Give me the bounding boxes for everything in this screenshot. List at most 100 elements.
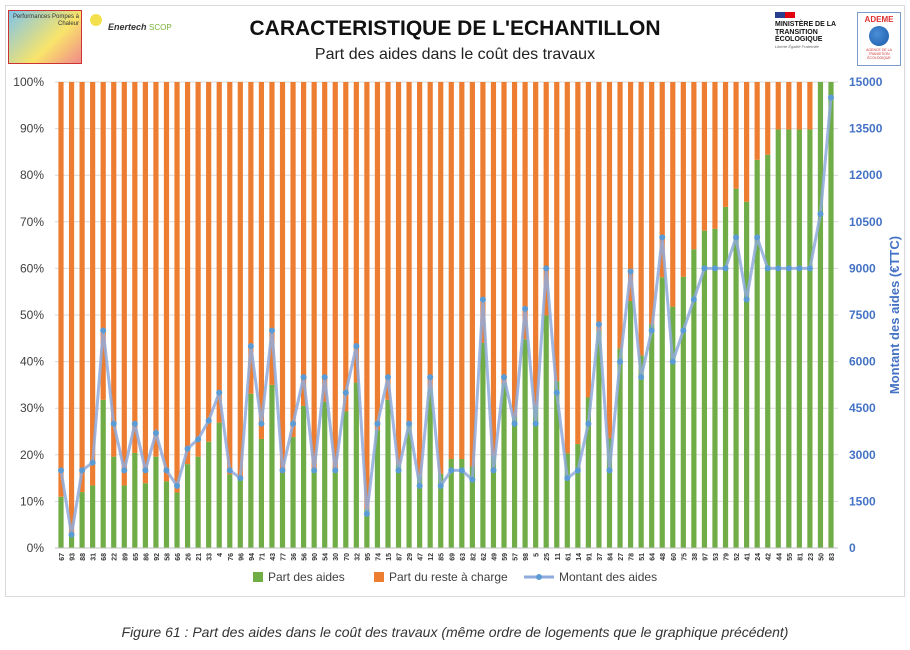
bar-part-du-reste: [206, 82, 212, 442]
enertech-logo: Enertech SCOP: [86, 14, 176, 40]
x-tick-label: 24: [755, 553, 762, 561]
bar-part-du-reste: [68, 82, 75, 535]
x-tick-label: 32: [354, 553, 361, 561]
x-tick-label: 66: [175, 553, 182, 561]
marker-montant-des-aides: [311, 467, 318, 474]
bar-part-du-reste: [227, 82, 233, 475]
bar-part-du-reste: [691, 82, 697, 250]
x-tick-label: 41: [745, 553, 752, 561]
marker-montant-des-aides: [828, 94, 834, 101]
marker-montant-des-aides: [490, 467, 497, 474]
bar-part-des-aides: [627, 301, 634, 548]
bar-part-des-aides: [132, 452, 138, 548]
marker-montant-des-aides: [100, 327, 107, 334]
bar-part-des-aides: [680, 276, 686, 548]
bar-part-du-reste: [701, 82, 708, 231]
bar-part-du-reste: [290, 82, 296, 438]
bar-part-des-aides: [248, 393, 254, 548]
x-tick-label: 92: [154, 553, 161, 561]
bar-part-des-aides: [490, 455, 497, 548]
bar-part-des-aides: [606, 438, 613, 548]
bar-part-des-aides: [733, 188, 739, 549]
marker-montant-des-aides: [342, 389, 349, 396]
marker-montant-des-aides: [595, 321, 602, 328]
bar-part-des-aides: [174, 492, 180, 548]
marker-montant-des-aides: [743, 296, 750, 303]
x-tick-label: 54: [323, 553, 330, 561]
x-tick-label: 68: [101, 553, 108, 561]
y2-tick-label: 0: [849, 541, 856, 555]
bar-part-du-reste: [417, 82, 423, 476]
x-tick-label: 52: [734, 553, 741, 561]
x-tick-label: 77: [281, 553, 288, 561]
x-tick-label: 69: [449, 553, 456, 561]
marker-montant-des-aides: [384, 374, 391, 381]
enertech-scop: SCOP: [149, 23, 172, 32]
x-tick-label: 15: [386, 553, 393, 561]
x-tick-label: 4: [217, 553, 224, 557]
bar-part-des-aides: [649, 324, 655, 548]
x-tick-label: 51: [639, 553, 646, 561]
globe-icon: [869, 26, 889, 46]
marker-montant-des-aides: [68, 531, 75, 538]
bar-part-des-aides: [438, 473, 444, 548]
marker-montant-des-aides: [290, 420, 297, 427]
bar-part-du-reste: [438, 82, 444, 474]
x-tick-label: 90: [312, 553, 319, 561]
ministere-motto: Liberté Égalité Fraternité: [775, 43, 819, 49]
bar-part-des-aides: [216, 422, 222, 548]
sun-icon: [90, 14, 102, 26]
bar-part-des-aides: [596, 330, 602, 548]
bar-part-du-reste: [733, 82, 739, 189]
bar-part-des-aides: [68, 534, 75, 548]
x-tick-label: 76: [228, 553, 235, 561]
bar-part-du-reste: [163, 82, 170, 482]
marker-montant-des-aides: [416, 482, 423, 489]
bar-part-du-reste: [216, 82, 222, 423]
marker-montant-des-aides: [764, 265, 771, 272]
bar-part-du-reste: [712, 82, 718, 229]
x-tick-label: 84: [607, 553, 614, 561]
bar-part-du-reste: [459, 82, 465, 459]
bar-part-du-reste: [248, 82, 254, 394]
marker-montant-des-aides: [448, 467, 455, 474]
bar-part-du-reste: [385, 82, 391, 400]
bar-part-des-aides: [332, 471, 338, 548]
figure-caption: Figure 61 : Part des aides dans le coût …: [121, 624, 789, 640]
bar-part-du-reste: [311, 82, 317, 472]
x-tick-label: 14: [576, 553, 583, 561]
bar-part-du-reste: [195, 82, 201, 457]
bar-part-des-aides: [807, 129, 813, 549]
x-tick-label: 38: [692, 553, 699, 561]
bar-part-des-aides: [353, 382, 359, 548]
marker-montant-des-aides: [195, 436, 202, 443]
bar-part-du-reste: [427, 82, 433, 389]
y2-tick-label: 3000: [849, 448, 876, 462]
x-tick-label: 12: [428, 553, 435, 561]
performances-pac-logo: Performances Pompes à Chaleur: [8, 10, 82, 64]
marker-montant-des-aides: [543, 265, 550, 272]
x-tick-label: 36: [291, 553, 298, 561]
marker-montant-des-aides: [711, 265, 718, 272]
marker-montant-des-aides: [585, 420, 592, 427]
y2-tick-label: 12000: [849, 168, 883, 182]
marker-montant-des-aides: [532, 420, 539, 427]
marker-montant-des-aides: [574, 467, 581, 474]
bar-part-des-aides: [701, 230, 708, 549]
chart-subtitle: Part des aides dans le coût des travaux: [314, 46, 596, 63]
bar-part-des-aides: [554, 381, 560, 548]
bar-part-du-reste: [796, 82, 802, 130]
bar-part-du-reste: [364, 82, 370, 509]
bar-part-du-reste: [638, 82, 644, 356]
bar-part-des-aides: [374, 430, 381, 548]
marker-montant-des-aides: [89, 459, 96, 466]
bar-part-des-aides: [427, 388, 433, 548]
marker-montant-des-aides: [395, 467, 402, 474]
marker-montant-des-aides: [300, 374, 307, 381]
y2-tick-label: 4500: [849, 401, 876, 415]
bar-part-du-reste: [142, 82, 148, 484]
x-tick-label: 86: [143, 553, 150, 561]
marker-montant-des-aides: [638, 374, 645, 381]
bar-part-du-reste: [132, 82, 138, 453]
marker-montant-des-aides: [321, 374, 328, 381]
